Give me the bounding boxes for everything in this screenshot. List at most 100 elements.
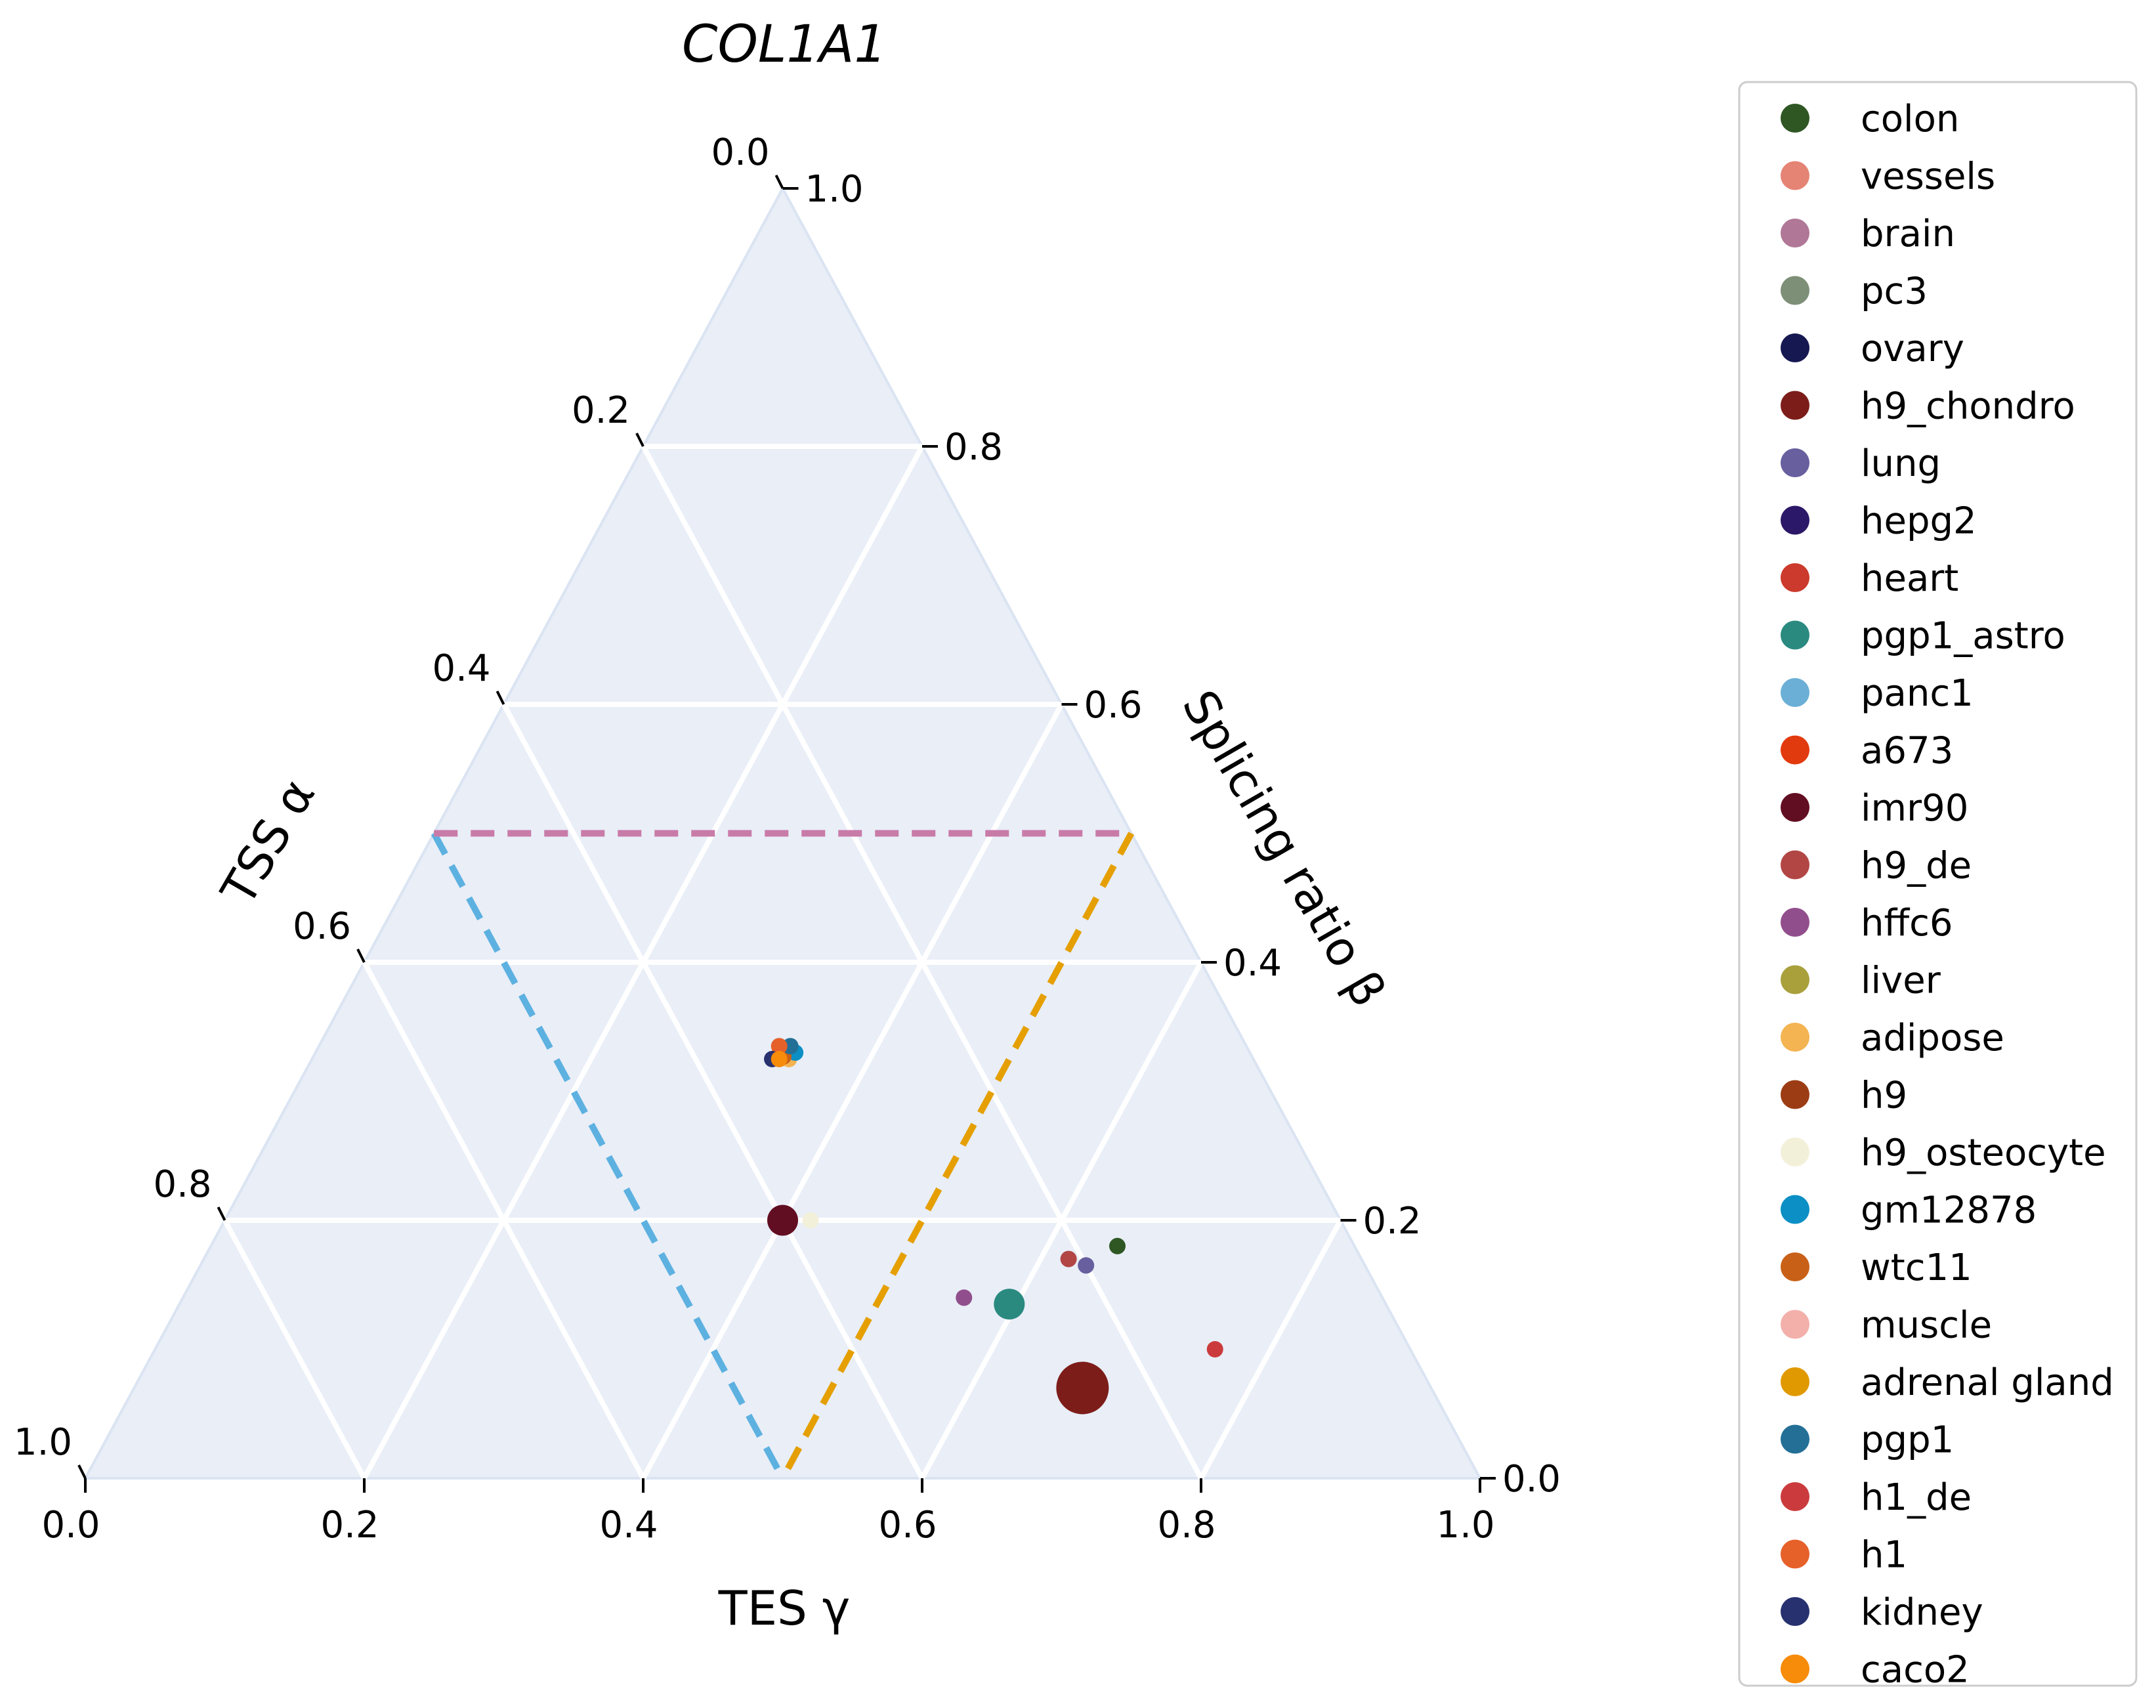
tss-tick xyxy=(77,1464,87,1479)
tss-tick-label: 0.6 xyxy=(293,905,351,948)
tes-tick-label: 0.2 xyxy=(320,1504,379,1547)
legend-marker-kidney xyxy=(1781,1597,1809,1626)
legend-label: h9_de xyxy=(1861,845,1972,887)
legend-marker-colon xyxy=(1781,104,1809,133)
legend-label: a673 xyxy=(1861,730,1953,773)
gridline-tes xyxy=(1198,1219,1343,1480)
splicing-tick-label: 0.8 xyxy=(944,426,1003,469)
legend-label: adipose xyxy=(1861,1017,2004,1059)
data-point-lung xyxy=(1078,1257,1095,1274)
legend-label: muscle xyxy=(1861,1304,1992,1347)
data-point-h1_de xyxy=(1206,1341,1223,1357)
legend-label: heart xyxy=(1861,557,1958,600)
legend-marker-hepg2 xyxy=(1781,505,1809,535)
legend-label: h9 xyxy=(1861,1075,1907,1117)
tss-tick xyxy=(217,1206,226,1221)
legend-marker-muscle xyxy=(1781,1310,1809,1339)
legend-marker-gm12878 xyxy=(1781,1195,1809,1224)
reference-line-1 xyxy=(431,832,786,1480)
legend-label: gm12878 xyxy=(1861,1189,2037,1232)
data-point-colon xyxy=(1109,1237,1126,1254)
tes-tick-label: 1.0 xyxy=(1436,1504,1494,1547)
splicing-tick-label: 0.6 xyxy=(1084,684,1143,727)
legend-label: liver xyxy=(1861,960,1941,1002)
legend-label: pgp1_astro xyxy=(1861,615,2065,658)
data-point-imr90 xyxy=(767,1205,798,1236)
plot-area: 0.0 0.0 0.0 0.2 0.2 0.2 0.4 0.4 0.4 0.6 0.6 0.6 0.8 0… xyxy=(14,131,1561,1547)
legend-marker-lung xyxy=(1781,448,1809,477)
tes-axis-title: TES γ xyxy=(718,1581,851,1636)
tes-tick-label: 0.6 xyxy=(878,1504,937,1547)
legend-marker-adipose xyxy=(1781,1023,1809,1052)
legend-marker-imr90 xyxy=(1781,793,1809,822)
legend-marker-panc1 xyxy=(1781,678,1809,707)
data-point-h9_chondro xyxy=(1056,1361,1109,1415)
legend-label: ovary xyxy=(1861,328,1964,370)
splicing-tick-label: 1.0 xyxy=(805,168,864,211)
legend-label: h1 xyxy=(1861,1534,1907,1577)
data-point-caco2 xyxy=(771,1050,788,1067)
legend-marker-a673 xyxy=(1781,735,1809,765)
chart-title: COL1A1 xyxy=(682,15,887,74)
legend-marker-h9 xyxy=(1781,1080,1809,1109)
legend-marker-hffc6 xyxy=(1781,908,1809,937)
data-point-h1 xyxy=(771,1038,788,1055)
legend-marker-caco2 xyxy=(1781,1654,1809,1684)
tss-tick-label: 0.2 xyxy=(572,389,630,432)
gridline-tes xyxy=(919,961,1204,1480)
legend-label: pc3 xyxy=(1861,270,1928,313)
tss-tick-label: 0.4 xyxy=(432,647,490,690)
splicing-tick-label: 0.4 xyxy=(1223,942,1282,985)
gridline-tss xyxy=(222,1219,367,1480)
legend-label: colon xyxy=(1861,98,1959,140)
legend-marker-brain xyxy=(1781,219,1809,247)
legend-label: adrenal gland xyxy=(1861,1361,2114,1404)
legend-label: panc1 xyxy=(1861,672,1974,715)
legend-marker-pgp1 xyxy=(1781,1424,1809,1454)
gridline-tss xyxy=(362,961,646,1480)
legend-marker-liver xyxy=(1781,965,1809,994)
legend-label: wtc11 xyxy=(1861,1247,1972,1289)
tss-tick xyxy=(774,175,784,189)
legend-marker-h1 xyxy=(1781,1539,1809,1569)
legend-label: lung xyxy=(1861,442,1941,485)
legend-marker-h9_osteocyte xyxy=(1781,1138,1809,1166)
legend-marker-heart xyxy=(1781,563,1809,592)
legend-label: imr90 xyxy=(1861,787,1968,830)
tes-tick-label: 0.4 xyxy=(599,1504,658,1547)
splicing-tick-label: 0.2 xyxy=(1363,1200,1422,1243)
legend-label: hepg2 xyxy=(1861,500,1977,543)
legend-label: kidney xyxy=(1861,1591,1983,1634)
splicing-axis-title: Splicing ratio β xyxy=(1172,681,1397,1016)
legend-frame xyxy=(1738,81,2138,1687)
tes-tick-label: 0.8 xyxy=(1157,1504,1215,1547)
legend-label: h9_chondro xyxy=(1861,385,2075,428)
data-point-h9_de xyxy=(1060,1250,1077,1268)
legend-marker-h1_de xyxy=(1781,1482,1809,1511)
legend-label: brain xyxy=(1861,213,1955,255)
reference-line-2 xyxy=(780,832,1135,1480)
tes-tick-label: 0.0 xyxy=(41,1504,100,1547)
data-point-pgp1_astro xyxy=(994,1289,1025,1320)
legend-label: hffc6 xyxy=(1861,902,1953,945)
legend-label: caco2 xyxy=(1861,1649,1970,1692)
tss-tick-label: 0.8 xyxy=(153,1163,211,1206)
legend-label: h1_de xyxy=(1861,1476,1972,1519)
legend-label: vessels xyxy=(1861,156,1995,198)
legend-marker-wtc11 xyxy=(1781,1252,1809,1281)
legend-marker-vessels xyxy=(1781,161,1809,190)
legend-marker-pc3 xyxy=(1781,276,1809,305)
data-point-hffc6 xyxy=(956,1289,973,1306)
tss-tick xyxy=(496,691,505,705)
legend-label: pgp1 xyxy=(1861,1419,1954,1462)
legend-marker-h9_chondro xyxy=(1781,391,1809,420)
tss-tick-label: 1.0 xyxy=(14,1421,72,1464)
tss-axis-title: TSS α xyxy=(210,769,326,914)
tss-tick xyxy=(635,433,645,447)
data-point-h9_osteocyte xyxy=(802,1212,819,1229)
legend-marker-ovary xyxy=(1781,333,1809,362)
